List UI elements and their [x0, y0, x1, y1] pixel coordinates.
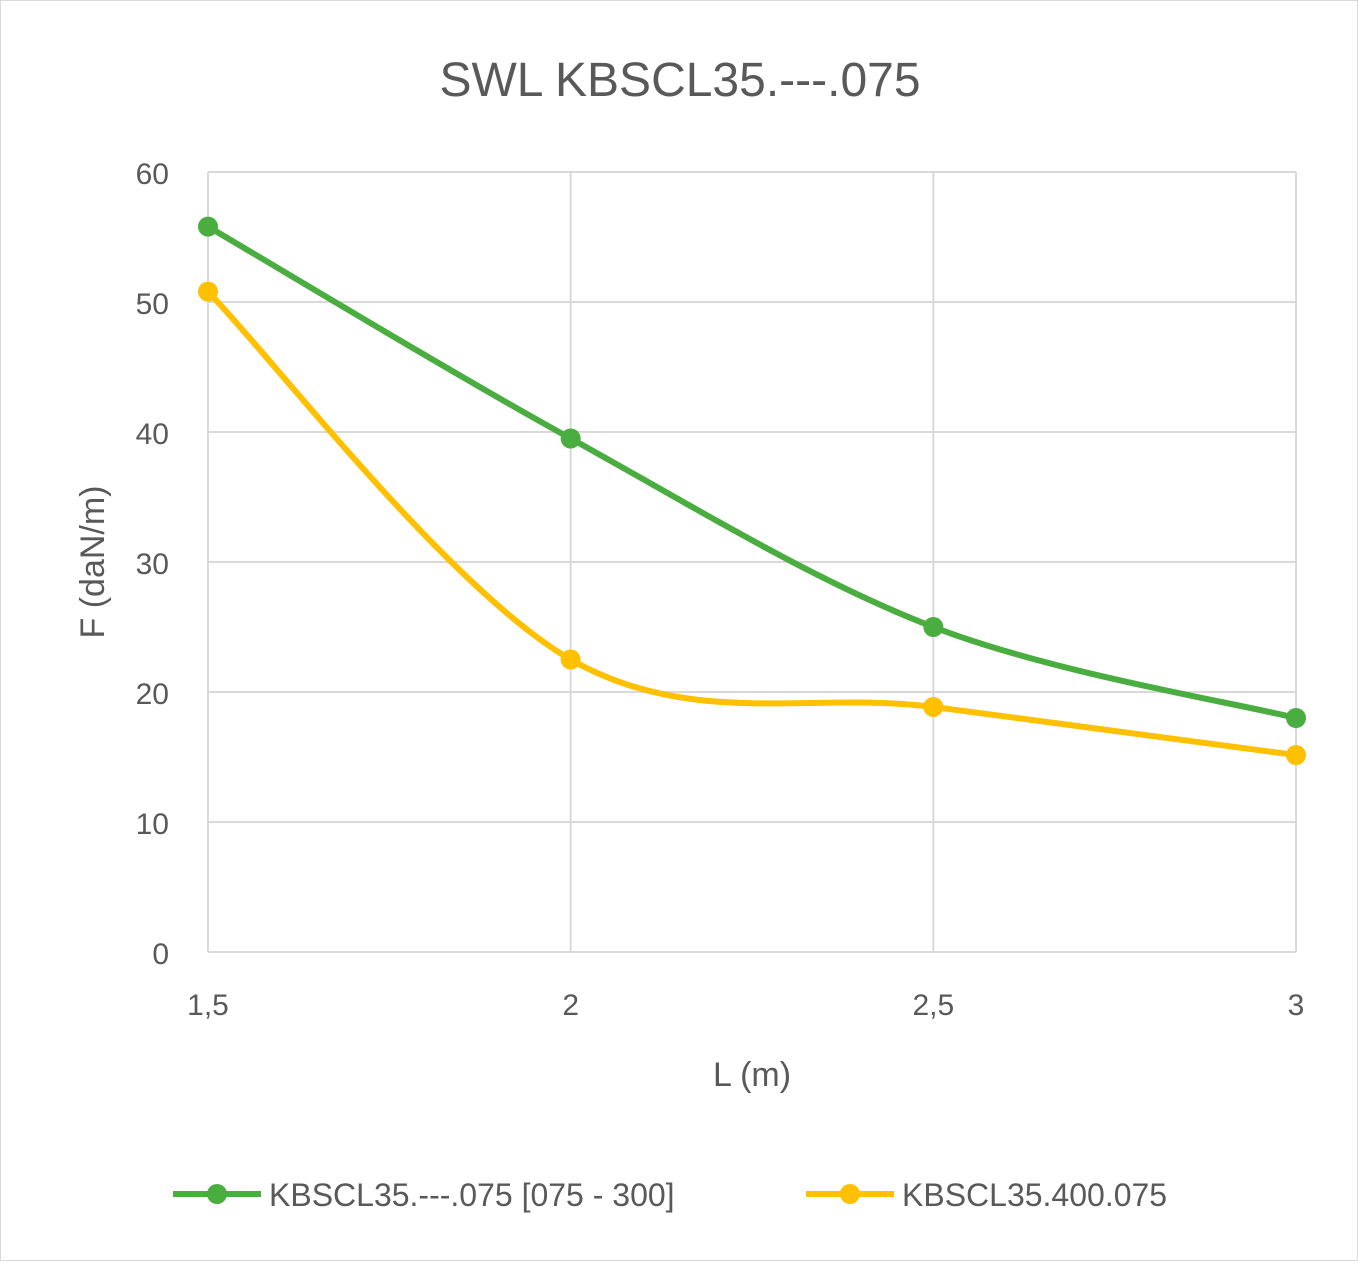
data-point: [1286, 708, 1306, 728]
tick-labels: 0 10 20 30 40 50 60 1,5 2 2,5 3: [136, 158, 1305, 1022]
y-tick-label: 10: [136, 808, 169, 841]
series-group: [198, 216, 1306, 766]
y-tick-label: 40: [136, 418, 169, 451]
data-point: [1286, 745, 1306, 766]
data-point: [923, 617, 944, 637]
y-axis-label: F (daN/m): [74, 486, 112, 639]
legend-marker: [207, 1184, 227, 1204]
x-axis-label: L (m): [713, 1056, 791, 1094]
y-tick-label: 0: [152, 938, 169, 971]
series-line: [205, 288, 1299, 759]
legend-label: KBSCL35.---.075 [075 - 300]: [269, 1177, 675, 1213]
x-tick-label: 2: [562, 989, 579, 1022]
legend-label: KBSCL35.400.075: [902, 1177, 1167, 1213]
y-tick-label: 50: [136, 288, 169, 321]
data-point: [560, 649, 581, 670]
legend: KBSCL35.---.075 [075 - 300] KBSCL35.400.0…: [173, 1177, 1167, 1213]
data-point: [923, 696, 944, 717]
x-tick-label: 1,5: [187, 989, 229, 1022]
y-tick-label: 30: [136, 548, 169, 581]
y-tick-label: 60: [136, 158, 169, 191]
y-tick-label: 20: [136, 678, 169, 711]
data-point: [198, 216, 218, 237]
legend-marker: [840, 1184, 860, 1204]
gridlines: [207, 171, 1297, 953]
x-tick-label: 2,5: [912, 989, 954, 1022]
chart-title: SWL KBSCL35.---.075: [439, 54, 920, 107]
series-line: [205, 223, 1299, 721]
x-tick-label: 3: [1288, 989, 1305, 1022]
data-point: [560, 428, 581, 449]
data-point: [198, 281, 218, 302]
